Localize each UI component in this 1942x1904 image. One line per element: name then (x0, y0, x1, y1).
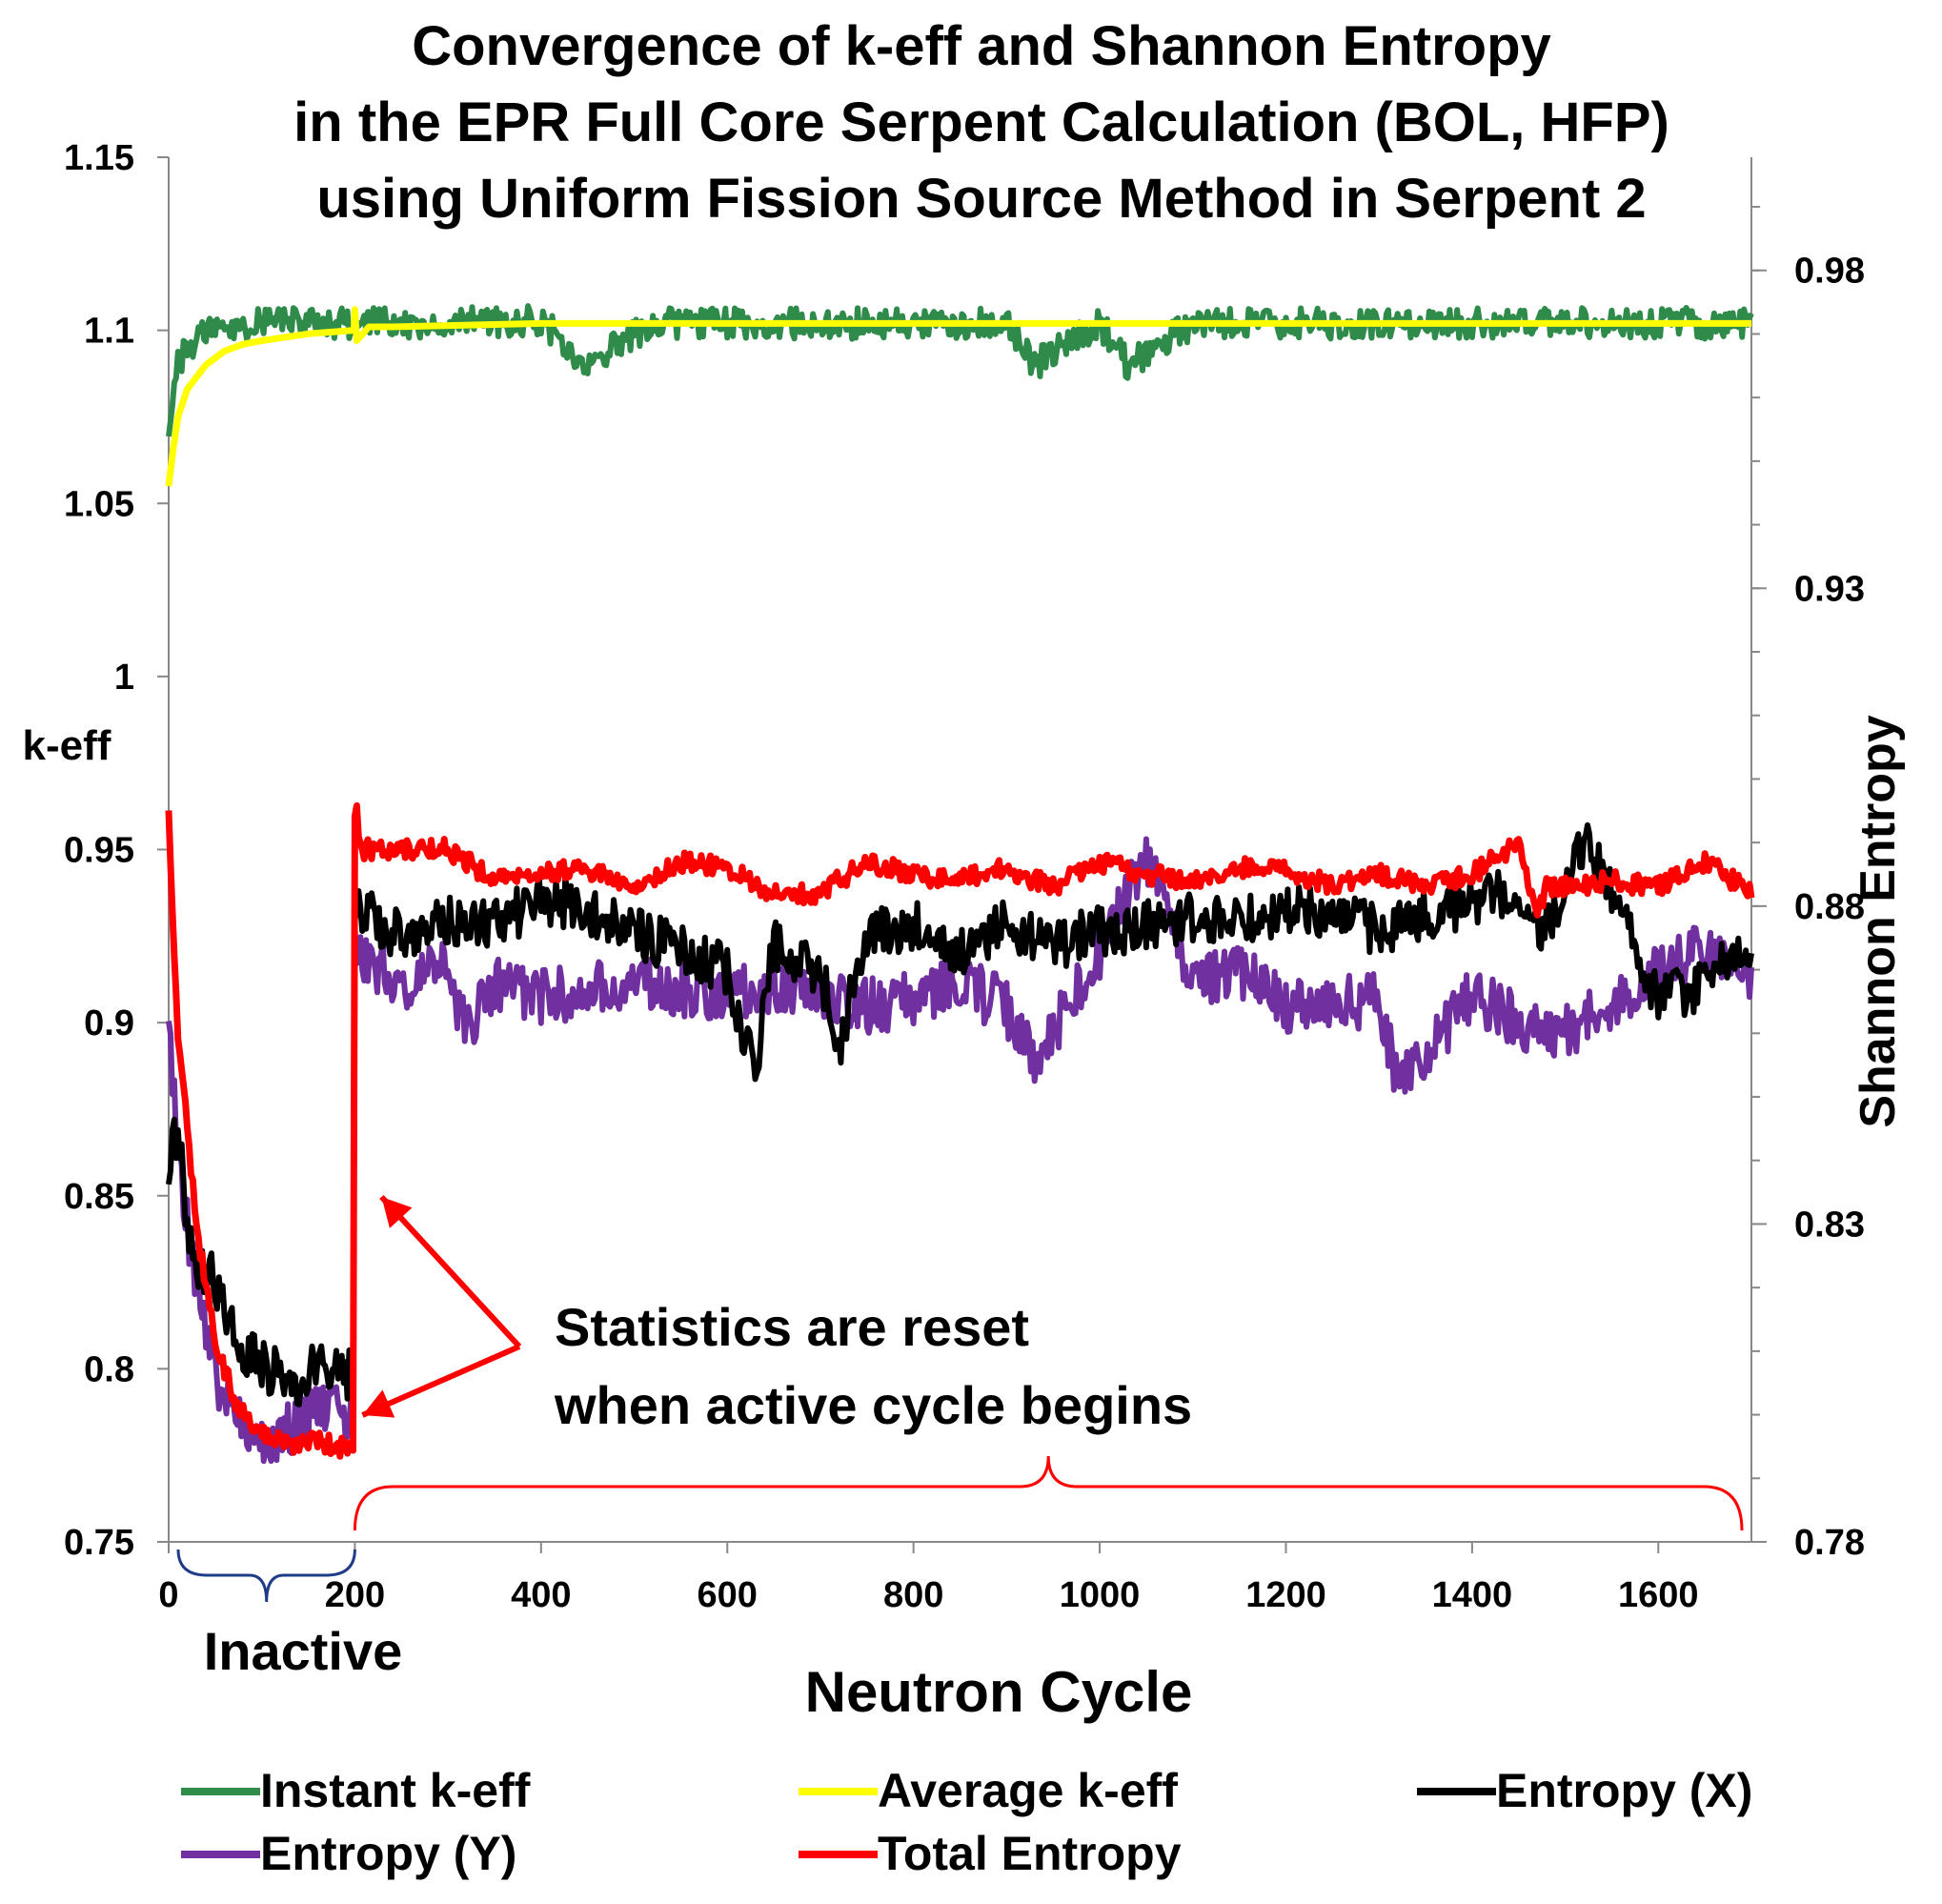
right-y-tick-label: 0.78 (1794, 1523, 1865, 1563)
axis-ticks: 0.75 0.8 0.85 0.9 0.95 1 1.05 1.1 1.15 0 200 400 600… (64, 138, 1865, 1615)
left-y-tick-label: 0.75 (64, 1523, 134, 1563)
legend-item-entropy-y: Entropy (Y) (181, 1827, 516, 1880)
chart-title-line-2: in the EPR Full Core Serpent Calculation… (293, 91, 1669, 153)
x-tick-label: 800 (883, 1575, 943, 1615)
legend-item-average-keff: Average k-eff (799, 1764, 1178, 1817)
series-line-total-entropy (165, 802, 1755, 1460)
legend-label-instant-keff: Instant k-eff (260, 1764, 531, 1817)
inactive-brace (176, 1549, 356, 1603)
reset-annotation-line-1: Statistics are reset (555, 1297, 1029, 1357)
left-y-tick-label: 0.85 (64, 1177, 134, 1217)
reset-arrow-upper-head (381, 1197, 413, 1228)
right-y-axis-title: Shannon Entropy (1851, 715, 1906, 1127)
x-tick-label: 1000 (1060, 1575, 1141, 1615)
legend-label-total-entropy: Total Entropy (878, 1827, 1182, 1880)
annotations: Statistics are reset when active cycle b… (176, 1194, 1744, 1681)
x-tick-label: 200 (325, 1575, 385, 1615)
left-y-tick-label: 0.9 (84, 1003, 134, 1043)
chart-title-line-3: using Uniform Fission Source Method in S… (316, 168, 1646, 230)
reset-arrow-lower-head (362, 1389, 395, 1418)
left-y-axis-title: k-eff (23, 722, 111, 769)
series-line-entropy-y (166, 836, 1754, 1465)
left-y-tick-label: 1.15 (64, 138, 134, 178)
chart-title: Convergence of k-eff and Shannon Entropy… (293, 15, 1669, 230)
right-y-tick-label: 0.98 (1794, 252, 1865, 292)
series-lines (165, 303, 1755, 1465)
left-y-tick-label: 0.95 (64, 831, 134, 871)
right-y-tick-label: 0.88 (1794, 887, 1865, 927)
legend-label-average-keff: Average k-eff (878, 1764, 1178, 1817)
right-y-tick-label: 0.83 (1794, 1205, 1865, 1245)
reset-arrow-upper (379, 1194, 522, 1349)
series-line-entropy-x (166, 821, 1754, 1408)
right-y-tick-label: 0.93 (1794, 569, 1865, 609)
active-brace (353, 1455, 1744, 1531)
x-tick-label: 400 (511, 1575, 571, 1615)
x-tick-label: 1600 (1618, 1575, 1699, 1615)
reset-annotation-line-2: when active cycle begins (554, 1375, 1192, 1435)
left-y-tick-label: 0.8 (84, 1349, 134, 1389)
left-y-tick-label: 1.1 (84, 312, 134, 352)
series-line-average-keff (165, 306, 1751, 487)
legend-label-entropy-y: Entropy (Y) (260, 1827, 516, 1880)
legend-item-total-entropy: Total Entropy (799, 1827, 1182, 1880)
x-tick-label: 0 (158, 1575, 178, 1615)
x-tick-label: 1400 (1432, 1575, 1513, 1615)
chart-title-line-1: Convergence of k-eff and Shannon Entropy (412, 15, 1551, 77)
left-y-tick-label: 1.05 (64, 484, 134, 524)
legend-item-entropy-x: Entropy (X) (1417, 1764, 1752, 1817)
inactive-label: Inactive (204, 1621, 403, 1681)
left-y-tick-label: 1 (114, 658, 134, 698)
legend-item-instant-keff: Instant k-eff (181, 1764, 531, 1817)
x-axis-title: Neutron Cycle (805, 1660, 1193, 1724)
x-tick-label: 600 (698, 1575, 758, 1615)
x-tick-label: 1200 (1245, 1575, 1326, 1615)
legend: Instant k-eff Average k-eff Entropy (X) … (181, 1764, 1752, 1880)
legend-label-entropy-x: Entropy (X) (1496, 1764, 1752, 1817)
